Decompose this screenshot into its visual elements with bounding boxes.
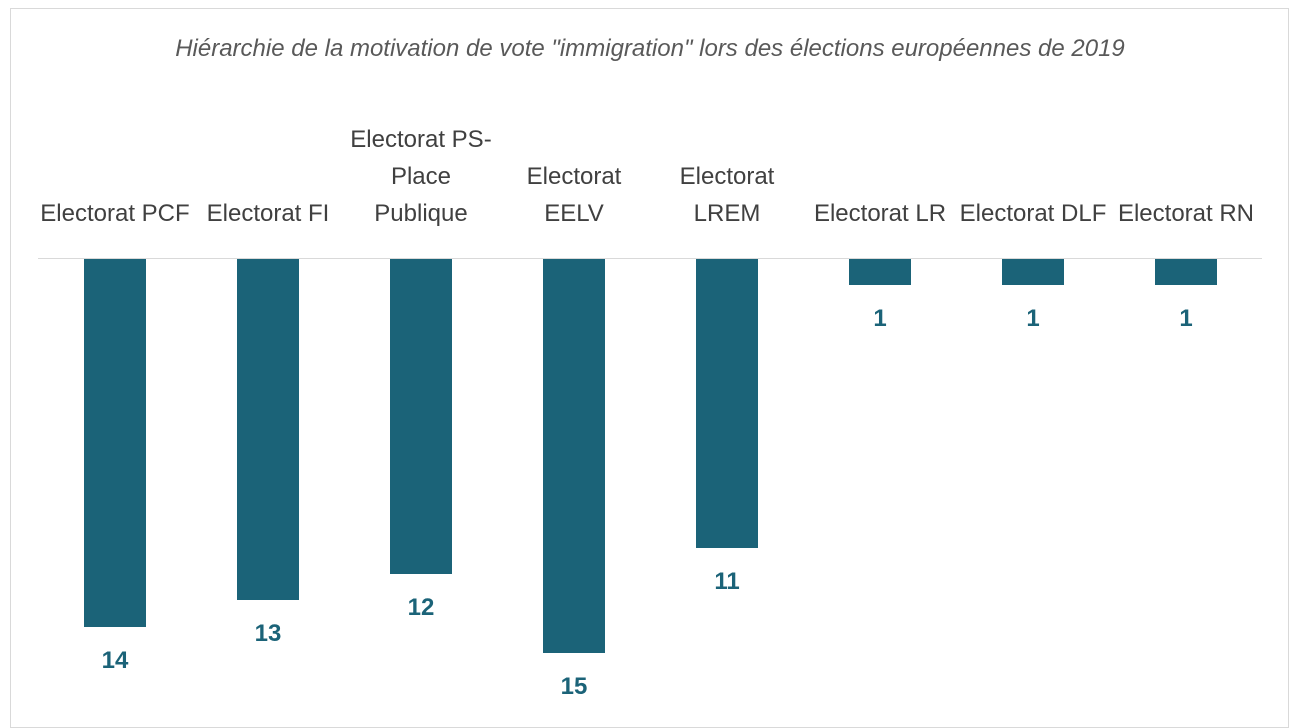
bar	[696, 259, 758, 548]
bar	[237, 259, 299, 601]
category-label: Electorat RN	[1117, 200, 1255, 227]
data-label: 15	[560, 673, 588, 700]
bar	[390, 259, 452, 575]
bar	[849, 259, 911, 286]
category-label: Electorat FI	[206, 200, 330, 227]
baseline	[38, 258, 1262, 259]
chart-frame	[10, 8, 1289, 728]
chart-title: Hiérarchie de la motivation de vote "imm…	[175, 35, 1125, 62]
bar	[543, 259, 605, 653]
data-label: 13	[254, 620, 282, 648]
data-label: 12	[407, 594, 435, 622]
category-label: Electorat LREM	[679, 163, 775, 227]
category-label: Electorat PS-Place Publique	[350, 126, 492, 227]
bar	[84, 259, 146, 627]
data-label: 1	[1179, 305, 1193, 333]
bar	[1155, 259, 1217, 286]
category-label: Electorat LR	[813, 200, 947, 227]
page: Hiérarchie de la motivation de vote "imm…	[10, 8, 1289, 728]
data-label: 11	[714, 567, 740, 595]
data-label: 14	[101, 646, 129, 674]
data-label: 1	[873, 305, 887, 333]
category-label: Electorat DLF	[959, 200, 1107, 227]
data-label: 1	[1026, 305, 1040, 333]
category-label: Electorat EELV	[526, 163, 622, 227]
category-label: Electorat PCF	[40, 200, 190, 227]
bar	[1002, 259, 1064, 286]
